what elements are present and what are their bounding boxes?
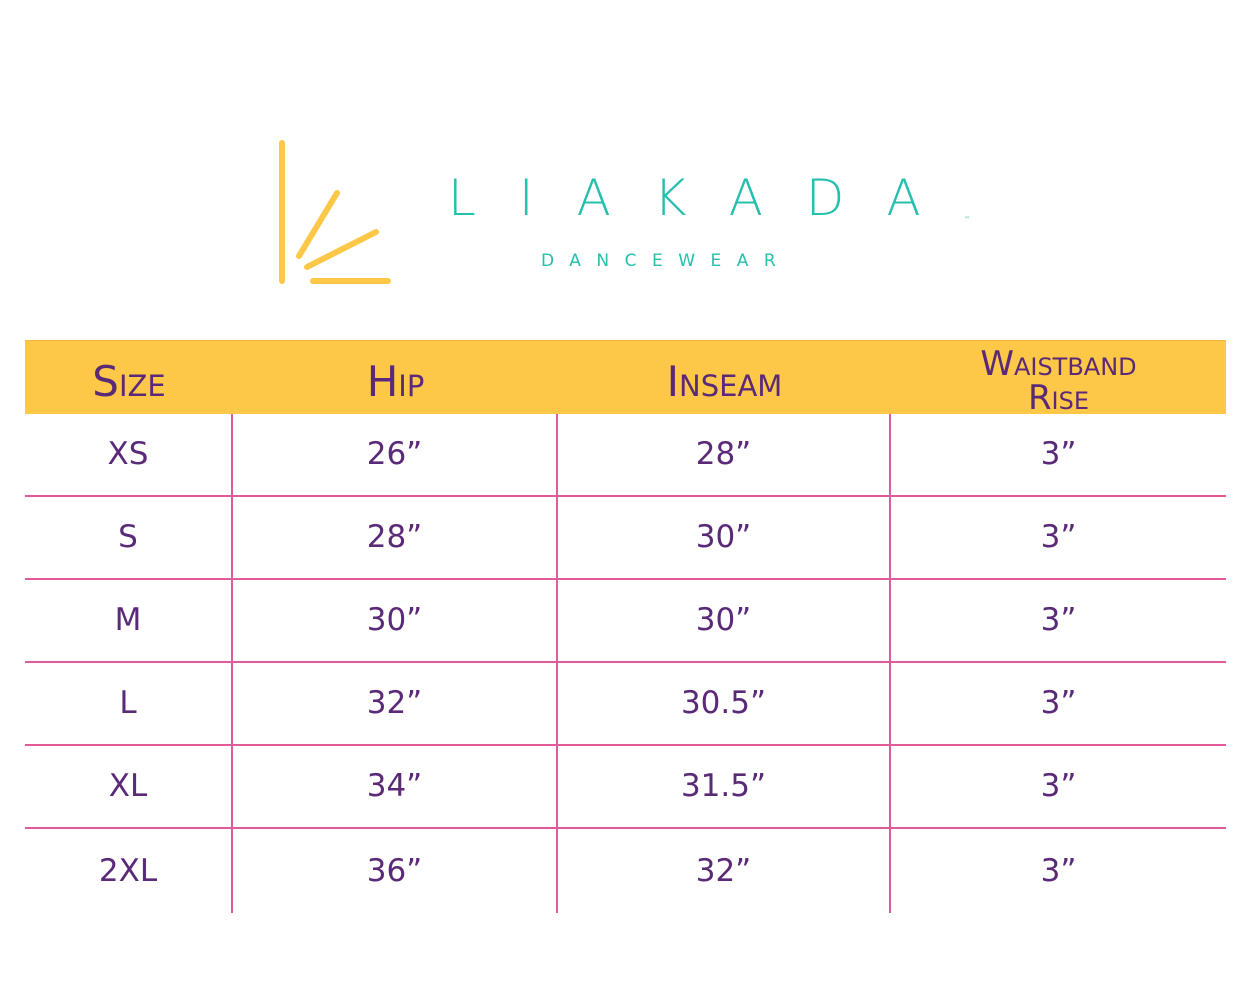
inseam-cell: 30.5”	[558, 663, 891, 744]
size-cell: XL	[25, 746, 233, 827]
sunburst-rays-icon	[279, 140, 391, 284]
rise-cell: 3”	[1040, 519, 1077, 555]
size-cell: M	[25, 580, 233, 661]
inseam-cell: 31.5”	[558, 746, 891, 827]
hip-cell: 36”	[233, 829, 558, 913]
brand-name: LIAKADA	[448, 169, 964, 227]
header-hip: Hip	[366, 356, 425, 406]
table-header-row: Size Hip Inseam Waistband Rise	[25, 340, 1226, 418]
size-chart-table: Size Hip Inseam Waistband Rise XS 26” 28” 3…	[25, 340, 1226, 913]
header-waistband-line1: Waistband	[980, 343, 1137, 384]
table-row: XS 26” 28” 3”	[25, 414, 1226, 497]
table-row: M 30” 30” 3”	[25, 580, 1226, 663]
size-cell: S	[25, 497, 233, 578]
inseam-cell: 28”	[558, 414, 891, 495]
rise-cell: 3”	[1040, 602, 1077, 638]
hip-cell: 30”	[233, 580, 558, 661]
inseam-cell: 30”	[558, 497, 891, 578]
size-cell: 2XL	[25, 829, 233, 913]
hip-cell: 26”	[233, 414, 558, 495]
table-row: XL 34” 31.5” 3”	[25, 746, 1226, 829]
header-size: Size	[92, 356, 166, 406]
table-body: XS 26” 28” 3” S 28” 30” 3” M 30” 30” 3” L 32” 30.5” 3” X…	[25, 414, 1226, 913]
table-row: 2XL 36” 32” 3”	[25, 829, 1226, 913]
size-cell: XS	[25, 414, 233, 495]
inseam-cell: 32”	[558, 829, 891, 913]
hip-cell: 32”	[233, 663, 558, 744]
rise-cell: 3”	[1040, 685, 1077, 721]
rise-cell: 3”	[1040, 852, 1077, 889]
header-waistband-rise: Waistband Rise	[891, 341, 1226, 418]
brand-logo: LIAKADA ™ DANCEWEAR	[270, 135, 990, 295]
rise-cell: 3”	[1040, 436, 1077, 472]
header-waistband-line2: Rise	[1027, 377, 1090, 418]
header-inseam: Inseam	[666, 356, 783, 406]
rise-cell: 3”	[1040, 768, 1077, 804]
trademark-symbol: ™	[964, 216, 970, 223]
size-cell: L	[25, 663, 233, 744]
inseam-cell: 30”	[558, 580, 891, 661]
table-row: L 32” 30.5” 3”	[25, 663, 1226, 746]
table-row: S 28” 30” 3”	[25, 497, 1226, 580]
hip-cell: 28”	[233, 497, 558, 578]
hip-cell: 34”	[233, 746, 558, 827]
brand-subtitle: DANCEWEAR	[541, 251, 792, 271]
